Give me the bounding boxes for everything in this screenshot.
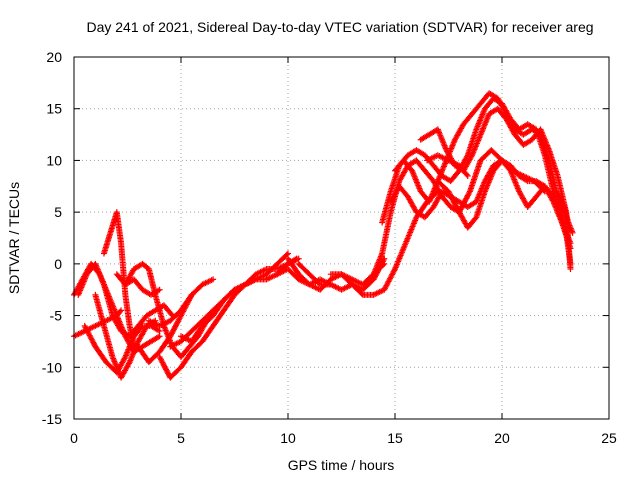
y-tick-label: 0	[54, 256, 62, 272]
data-markers	[552, 188, 576, 236]
series-arc-6	[100, 209, 137, 350]
series-arc-21	[392, 90, 574, 267]
data-markers	[178, 255, 302, 345]
y-tick-label: -10	[42, 359, 62, 375]
y-tick-label: -15	[42, 411, 62, 427]
series-arc-11	[156, 255, 300, 381]
data-markers	[456, 147, 548, 216]
plot-frame	[73, 56, 610, 420]
grid-lines	[74, 57, 609, 419]
y-tick-label: 10	[46, 152, 62, 168]
x-axis-label: GPS time / hours	[288, 457, 395, 473]
series-arc-17	[327, 188, 441, 298]
y-tick-label: 5	[54, 204, 62, 220]
data-markers	[424, 152, 471, 179]
data-markers	[92, 291, 159, 381]
series-arc-23	[424, 152, 471, 179]
x-tick-label: 20	[494, 430, 510, 446]
chart-title: Day 241 of 2021, Sidereal Day-to-day VTE…	[86, 19, 593, 35]
y-tick-label: 15	[46, 101, 62, 117]
series-arc-26	[552, 188, 576, 236]
series-arc-22	[417, 105, 574, 273]
x-tick-label: 0	[70, 430, 78, 446]
data-markers	[145, 276, 217, 329]
axis-ticks: 0 5 10 15 20 25 -15 -10 -5 0 5 10 15 20	[42, 49, 617, 446]
data-markers	[156, 255, 300, 381]
data-markers	[392, 90, 574, 267]
series-arc-25	[456, 147, 548, 216]
y-tick-label: -5	[50, 308, 63, 324]
y-tick-label: 20	[46, 49, 62, 65]
series-arc-10	[145, 276, 217, 329]
data-markers	[100, 209, 137, 350]
y-axis-label: SDTVAR / TECUs	[6, 182, 22, 294]
x-tick-label: 25	[601, 430, 617, 446]
data-markers	[417, 105, 574, 273]
x-tick-label: 15	[387, 430, 403, 446]
data-markers	[327, 188, 441, 298]
x-tick-label: 5	[177, 430, 185, 446]
series-arc-13	[178, 255, 302, 345]
x-tick-label: 10	[280, 430, 296, 446]
series-arc-5	[92, 291, 159, 381]
data-points	[71, 90, 576, 381]
